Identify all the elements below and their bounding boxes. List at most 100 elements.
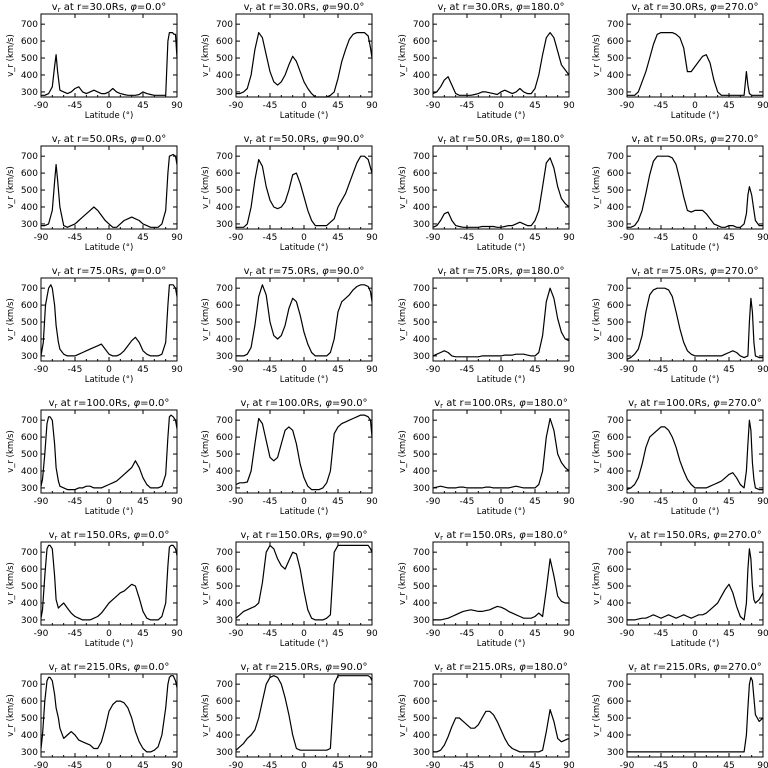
plot-frame (432, 409, 570, 494)
y-tick-label: 300 (21, 748, 38, 758)
y-tick-label: 400 (216, 71, 233, 81)
x-tick-label: 90 (171, 365, 183, 375)
x-tick-label: -90 (34, 365, 49, 375)
title-phi: φ (516, 266, 523, 277)
title-radius: at r=100.0Rs, (57, 398, 133, 409)
y-tick-label: 700 (216, 20, 233, 30)
y-tick-label: 400 (21, 71, 38, 81)
x-tick-label: 0 (692, 629, 698, 639)
x-tick-label: -45 (263, 629, 278, 639)
title-phi: φ (713, 530, 720, 541)
velocity-curve (235, 544, 373, 621)
x-tick-label: 0 (498, 629, 504, 639)
panel-4: vr at r=30.0Rs, φ=270.0° -90 -45 0 45 90 300 40… (592, 2, 768, 121)
x-tick-label: 90 (563, 365, 575, 375)
x-tick-label: -45 (654, 101, 669, 111)
y-tick-label: 500 (21, 714, 38, 724)
velocity-curve (40, 414, 178, 491)
title-sub: r (443, 6, 446, 14)
x-tick-label: -45 (460, 497, 475, 507)
title-phi: φ (710, 134, 717, 145)
title-radius: at r=50.0Rs, (640, 134, 710, 145)
velocity-curve (627, 32, 763, 96)
plot-frame (626, 13, 764, 98)
y-tick-label: 300 (413, 220, 430, 230)
velocity-curve (236, 32, 373, 98)
velocity-curve (432, 417, 570, 489)
x-tick-label: -90 (34, 761, 49, 768)
y-axis-label: v_r (km/s) (398, 694, 408, 737)
x-tick-label: 45 (332, 761, 343, 768)
panel-title: vr at r=75.0Rs, φ=180.0° (437, 266, 564, 278)
y-tick-label: 500 (413, 54, 430, 64)
y-axis-label: v_r (km/s) (398, 34, 408, 77)
panel-15: vr at r=100.0Rs, φ=180.0° -90 -45 0 45 90 300 4… (398, 398, 575, 517)
y-tick-label: 700 (216, 284, 233, 294)
title-v: v (52, 2, 58, 13)
velocity-curve (433, 709, 570, 753)
x-tick-label: 0 (106, 365, 112, 375)
title-angle: =0.0° (140, 398, 169, 409)
title-radius: at r=215.0Rs, (249, 662, 325, 673)
plot-frame (626, 673, 764, 758)
title-sub: r (440, 666, 443, 674)
title-angle: =270.0° (720, 398, 762, 409)
x-tick-label: -90 (620, 233, 635, 243)
x-tick-label: 90 (366, 365, 378, 375)
title-angle: =90.0° (332, 530, 368, 541)
velocity-curve (432, 287, 570, 358)
y-tick-label: 400 (216, 467, 233, 477)
title-sub: r (250, 270, 253, 278)
title-sub: r (443, 138, 446, 146)
x-tick-label: 0 (498, 365, 504, 375)
panel-title: vr at r=50.0Rs, φ=90.0° (244, 134, 365, 146)
panel-title: vr at r=150.0Rs, φ=270.0° (628, 530, 761, 542)
x-tick-label: 0 (498, 761, 504, 768)
title-angle: =90.0° (329, 266, 365, 277)
title-v: v (49, 530, 55, 541)
x-tick-label: 90 (171, 629, 183, 639)
x-tick-label: 0 (301, 233, 307, 243)
y-tick-label: 700 (21, 284, 38, 294)
plot-frame (235, 277, 373, 362)
y-tick-label: 500 (21, 186, 38, 196)
title-sub: r (250, 138, 253, 146)
x-tick-label: 45 (529, 629, 540, 639)
title-radius: at r=150.0Rs, (57, 530, 133, 541)
y-tick-label: 500 (216, 714, 233, 724)
x-tick-label: 90 (757, 761, 768, 768)
x-tick-label: 45 (723, 497, 734, 507)
x-tick-label: -45 (460, 629, 475, 639)
y-tick-label: 500 (216, 318, 233, 328)
plot-frame (432, 277, 570, 362)
panel-3: vr at r=30.0Rs, φ=180.0° -90 -45 0 45 90 300 40… (398, 2, 575, 121)
title-radius: at r=30.0Rs, (640, 2, 710, 13)
y-tick-label: 700 (216, 548, 233, 558)
title-sub: r (637, 138, 640, 146)
title-angle: =0.0° (137, 266, 166, 277)
x-tick-label: 45 (723, 761, 734, 768)
y-axis-label: v_r (km/s) (398, 166, 408, 209)
x-tick-label: 0 (106, 629, 112, 639)
y-tick-label: 600 (216, 433, 233, 443)
y-tick-label: 300 (216, 352, 233, 362)
y-tick-label: 700 (216, 416, 233, 426)
plot-frame (40, 541, 178, 626)
title-radius: at r=50.0Rs, (252, 134, 322, 145)
plot-frame (235, 13, 373, 98)
x-axis-label: Latitude (°) (477, 243, 526, 253)
panel-13: vr at r=100.0Rs, φ=0.0° -90 -45 0 45 90 300 400… (6, 398, 183, 517)
y-tick-label: 300 (607, 748, 624, 758)
title-sub: r (58, 138, 61, 146)
title-radius: at r=30.0Rs, (61, 2, 131, 13)
y-tick-label: 400 (21, 467, 38, 477)
y-tick-label: 500 (21, 318, 38, 328)
y-tick-label: 400 (216, 203, 233, 213)
velocity-curve (41, 32, 178, 96)
title-phi: φ (516, 2, 523, 13)
title-phi: φ (519, 530, 526, 541)
x-tick-label: 0 (301, 101, 307, 111)
y-tick-label: 700 (21, 152, 38, 162)
plot-frame (40, 277, 178, 362)
y-tick-label: 400 (413, 467, 430, 477)
